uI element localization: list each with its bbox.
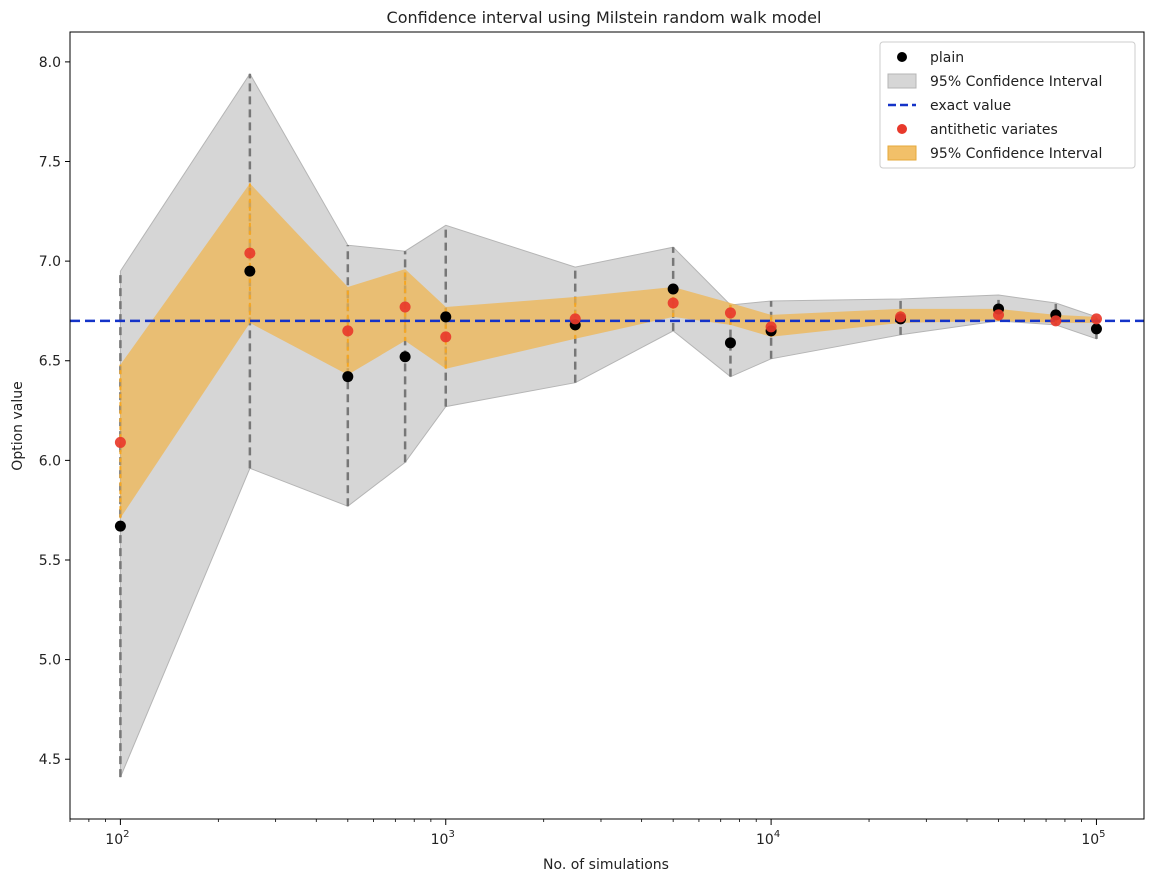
plot-frame	[69, 31, 1145, 820]
legend-marker	[897, 52, 907, 62]
x-tick-label: 104	[756, 829, 780, 848]
plain-ci-band	[119, 72, 1097, 778]
antithetic-point	[1050, 315, 1062, 327]
legend-label: antithetic variates	[930, 122, 1058, 138]
plain-point	[342, 371, 354, 383]
y-tick-label: 6.5	[39, 354, 61, 370]
legend-label: exact value	[930, 98, 1011, 114]
x-tick-label: 102	[105, 829, 129, 848]
y-axis-title: Option value	[10, 381, 26, 470]
antithetic-point	[895, 311, 907, 323]
legend-box	[879, 41, 1136, 169]
antithetic-point	[1090, 313, 1102, 325]
antithetic-point	[399, 301, 411, 313]
x-tick-label: 103	[431, 829, 455, 848]
antithetic-point	[765, 321, 777, 333]
legend-patch	[887, 145, 917, 161]
legend-label: 95% Confidence Interval	[930, 146, 1102, 162]
y-tick-label: 7.5	[39, 155, 61, 171]
legend-label: plain	[930, 50, 964, 66]
antithetic-point	[342, 325, 354, 337]
antithetic-point	[667, 297, 679, 309]
axes: 4.5 5.0 5.5 6.0 6.5 7.0 7.5 8.0 102 103 104 105	[39, 55, 1106, 848]
plain-point	[724, 337, 736, 349]
plot-area	[70, 72, 1144, 778]
antithetic-ci-band	[120, 183, 1097, 519]
y-tick-label: 6.0	[39, 453, 61, 469]
antithetic-point	[114, 436, 126, 448]
plain-point	[667, 283, 679, 295]
y-tick-label: 5.5	[39, 553, 61, 569]
plain-point	[114, 520, 126, 532]
antithetic-point	[569, 313, 581, 325]
y-tick-label: 7.0	[39, 254, 61, 270]
legend: plain 95% Confidence Interval exact value a…	[879, 41, 1136, 169]
legend-label: 95% Confidence Interval	[930, 74, 1102, 90]
plain-point	[1090, 323, 1102, 335]
antithetic-point	[244, 247, 256, 259]
y-tick-label: 4.5	[39, 752, 61, 768]
x-tick-label: 105	[1081, 829, 1105, 848]
antithetic-point	[724, 307, 736, 319]
antithetic-point	[440, 331, 452, 343]
plain-point	[399, 351, 411, 363]
antithetic-point	[993, 309, 1005, 321]
chart-title: Confidence interval using Milstein rando…	[387, 8, 822, 27]
legend-marker	[897, 124, 907, 134]
legend-patch	[887, 73, 917, 89]
plain-point	[440, 311, 452, 323]
y-tick-label: 5.0	[39, 653, 61, 669]
plain-point	[244, 265, 256, 277]
y-tick-label: 8.0	[39, 55, 61, 71]
x-axis-title: No. of simulations	[543, 857, 669, 873]
